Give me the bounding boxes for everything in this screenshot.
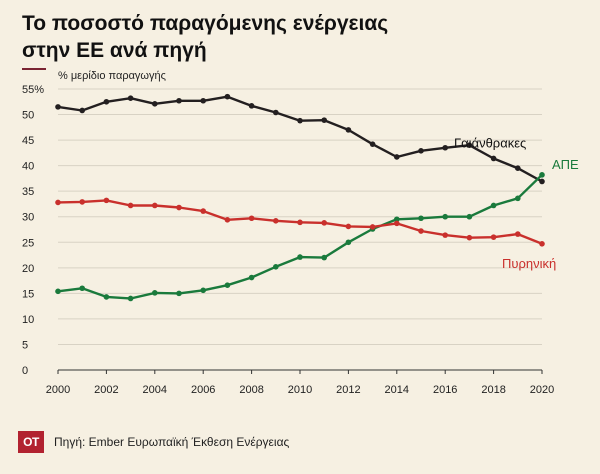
y-axis-label: % μερίδιο παραγωγής: [58, 70, 166, 82]
data-point: [152, 101, 158, 107]
data-point: [103, 197, 110, 204]
footer: ΟΤ Πηγή: Ember Ευρωπαϊκή Έκθεση Ενέργεια…: [18, 430, 289, 454]
data-point: [418, 228, 424, 234]
data-point: [321, 117, 328, 123]
data-point: [127, 95, 134, 101]
data-point: [55, 104, 61, 110]
y-tick-label: 10: [22, 314, 34, 326]
data-point: [55, 288, 61, 295]
chart-title: Το ποσοστό παραγόμενης ενέργειας στην ΕΕ…: [22, 10, 582, 64]
data-point: [200, 97, 206, 104]
data-point: [490, 234, 497, 240]
header-accent-line: [22, 68, 46, 70]
data-point: [273, 263, 279, 270]
data-point: [321, 220, 328, 226]
data-point: [224, 282, 231, 288]
data-point: [103, 98, 110, 105]
data-point: [418, 148, 424, 154]
data-point: [176, 97, 182, 104]
data-point: [79, 107, 85, 114]
series-label: Γαιάνθρακες: [454, 135, 526, 150]
data-point: [297, 254, 303, 260]
data-point: [466, 234, 473, 241]
data-point: [79, 285, 85, 292]
y-tick-label: 0: [22, 365, 28, 377]
data-point: [248, 274, 255, 281]
data-point: [176, 204, 182, 211]
source-note: Πηγή: Ember Ευρωπαϊκή Έκθεση Ενέργειας: [54, 435, 290, 449]
data-point: [345, 127, 352, 133]
x-tick-label: 2002: [94, 384, 118, 396]
x-tick-label: 2000: [46, 384, 70, 396]
y-tick-label: 55%: [22, 84, 44, 96]
data-point: [539, 241, 545, 247]
data-point: [176, 290, 182, 297]
x-tick-label: 2014: [385, 384, 409, 396]
data-point: [79, 199, 85, 205]
data-point: [127, 295, 134, 302]
y-tick-label: 30: [22, 212, 34, 224]
data-point: [466, 142, 473, 148]
data-point: [418, 215, 424, 222]
x-tick-label: 2006: [191, 384, 215, 396]
y-tick-label: 15: [22, 288, 34, 300]
x-tick-label: 2004: [143, 384, 167, 396]
data-point: [103, 294, 110, 300]
data-point: [224, 93, 231, 100]
y-tick-label: 5: [22, 339, 28, 351]
data-point: [442, 232, 449, 238]
x-tick-label: 2020: [530, 384, 554, 396]
x-tick-label: 2018: [481, 384, 505, 396]
data-point: [152, 290, 158, 296]
data-point: [297, 219, 303, 226]
data-point: [55, 199, 61, 206]
chart-title-line1: Το ποσοστό παραγόμενης ενέργειας: [22, 12, 389, 35]
data-point: [345, 223, 352, 230]
x-tick-label: 2016: [433, 384, 457, 396]
data-point: [297, 117, 303, 124]
y-tick-label: 50: [22, 110, 34, 122]
data-point: [224, 216, 231, 223]
y-tick-label: 20: [22, 263, 34, 275]
data-point: [152, 202, 158, 209]
data-point: [345, 239, 352, 246]
x-tick-label: 2012: [336, 384, 360, 396]
data-point: [490, 155, 497, 162]
y-tick-label: 35: [22, 186, 34, 198]
data-point: [321, 254, 328, 261]
data-point: [515, 195, 521, 202]
data-point: [539, 178, 545, 185]
data-point: [200, 287, 206, 294]
data-point: [369, 224, 376, 230]
series-label: ΑΠΕ: [552, 157, 579, 172]
data-point: [515, 165, 521, 171]
data-point: [248, 215, 255, 222]
data-point: [515, 231, 521, 237]
data-point: [369, 141, 376, 147]
data-point: [442, 213, 449, 220]
y-tick-label: 40: [22, 161, 34, 173]
data-point: [273, 109, 279, 116]
data-point: [539, 172, 545, 178]
x-tick-label: 2010: [288, 384, 312, 396]
data-point: [200, 208, 206, 214]
y-tick-label: 25: [22, 237, 34, 249]
data-point: [394, 216, 400, 223]
data-point: [394, 154, 400, 160]
data-point: [127, 202, 134, 209]
chart-title-line2: στην ΕΕ ανά πηγή: [22, 39, 207, 62]
data-point: [248, 103, 255, 109]
data-point: [273, 218, 279, 224]
series-label: Πυρηνική: [502, 256, 556, 271]
data-point: [466, 213, 473, 220]
data-point: [442, 144, 449, 151]
y-tick-label: 45: [22, 135, 34, 147]
data-point: [490, 202, 497, 209]
brand-logo: ΟΤ: [18, 431, 44, 453]
data-point: [394, 220, 400, 227]
x-tick-label: 2008: [239, 384, 263, 396]
